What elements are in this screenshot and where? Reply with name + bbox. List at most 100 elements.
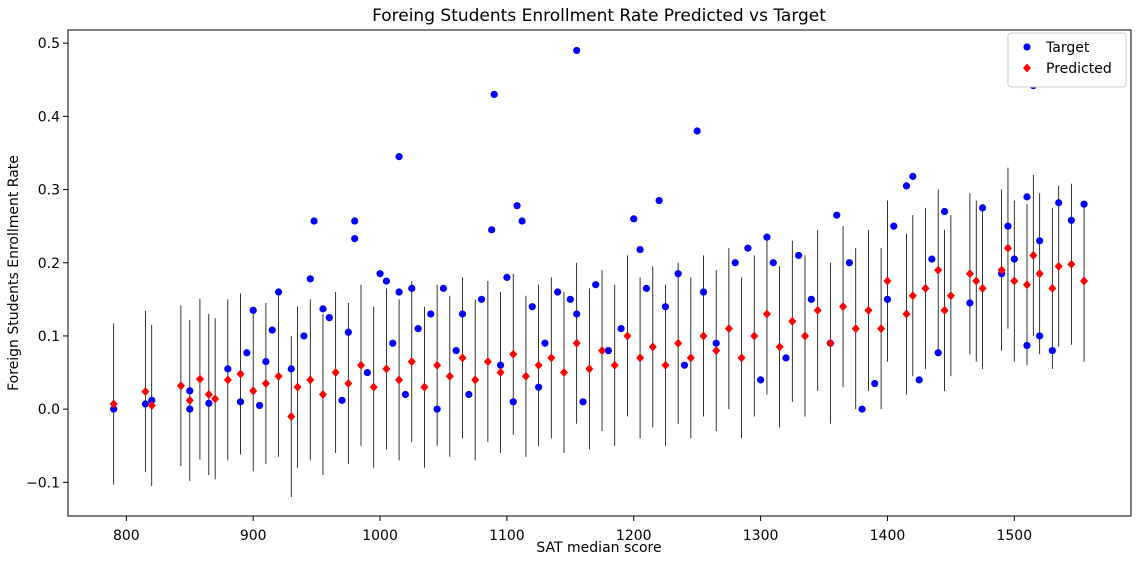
point [1035, 269, 1044, 279]
point [756, 376, 765, 384]
point [176, 381, 185, 391]
point [186, 405, 194, 413]
chart-title: Foreing Students Enrollment Rate Predict… [372, 6, 826, 26]
point [433, 360, 442, 370]
point [1048, 346, 1056, 355]
y-axis-label: Foreign Students Enrollment Rate [6, 155, 22, 391]
point [148, 396, 156, 404]
y-tick-label: 0.2 [38, 256, 60, 272]
point [433, 405, 441, 413]
point [712, 346, 721, 356]
point [382, 364, 391, 374]
point [598, 346, 607, 356]
legend-marker [1023, 43, 1031, 51]
point [503, 273, 511, 281]
point [287, 411, 296, 421]
point [249, 386, 258, 396]
point [661, 303, 670, 311]
point [871, 379, 879, 388]
point [1023, 193, 1031, 201]
point [978, 283, 987, 293]
point [826, 338, 835, 348]
point [205, 399, 213, 407]
point [795, 251, 803, 260]
point [509, 349, 518, 359]
point [331, 368, 340, 378]
point [369, 382, 378, 392]
point [851, 324, 860, 334]
point [382, 277, 390, 285]
point [488, 226, 496, 234]
point [471, 375, 480, 385]
legend-label: Target [1045, 40, 1090, 56]
point [623, 331, 632, 341]
point [908, 291, 917, 301]
point [338, 396, 346, 404]
point [518, 217, 526, 225]
point [541, 339, 549, 347]
point [141, 387, 150, 397]
point [800, 331, 809, 341]
point [465, 390, 473, 399]
point [427, 310, 435, 318]
point [655, 196, 663, 205]
point [395, 375, 404, 385]
point [554, 288, 562, 296]
point [274, 371, 283, 381]
point [573, 310, 581, 318]
point [293, 382, 302, 392]
point [699, 288, 708, 296]
point [928, 255, 936, 263]
point [934, 349, 942, 357]
point [458, 353, 467, 363]
point [185, 395, 194, 405]
point [261, 379, 270, 389]
point [268, 326, 276, 334]
point [877, 324, 886, 334]
point [306, 275, 314, 283]
point [648, 342, 657, 352]
point [965, 269, 974, 279]
point [693, 127, 701, 135]
point [566, 295, 574, 303]
point [909, 172, 917, 180]
x-tick-label: 1400 [870, 528, 906, 544]
x-tick-label: 1300 [743, 528, 779, 544]
legend-label: Predicted [1046, 61, 1112, 77]
point [243, 349, 251, 357]
point [610, 360, 619, 370]
point [521, 371, 530, 381]
point [477, 295, 486, 303]
point [946, 291, 955, 301]
point [839, 302, 848, 312]
x-tick-label: 900 [240, 528, 267, 544]
point [833, 211, 841, 219]
point [750, 331, 759, 341]
point [731, 259, 739, 267]
point [769, 259, 777, 267]
point [310, 217, 318, 225]
point [344, 328, 352, 336]
x-tick-label: 1000 [362, 528, 398, 544]
x-tick-label: 1500 [996, 528, 1032, 544]
point [1003, 243, 1012, 253]
point [1036, 237, 1044, 245]
point [147, 400, 156, 410]
point [513, 202, 521, 210]
point [940, 207, 949, 216]
point [1010, 276, 1019, 286]
point [319, 305, 327, 313]
point [680, 361, 689, 369]
legend-box [1007, 32, 1127, 88]
point [249, 306, 257, 314]
y-tick-label: 0.5 [38, 36, 60, 52]
point [376, 270, 384, 278]
point [902, 309, 911, 319]
point [325, 314, 333, 322]
point [483, 357, 492, 367]
point [408, 284, 416, 292]
point [573, 46, 581, 55]
point [813, 305, 822, 315]
point [788, 316, 797, 326]
point [287, 365, 295, 373]
